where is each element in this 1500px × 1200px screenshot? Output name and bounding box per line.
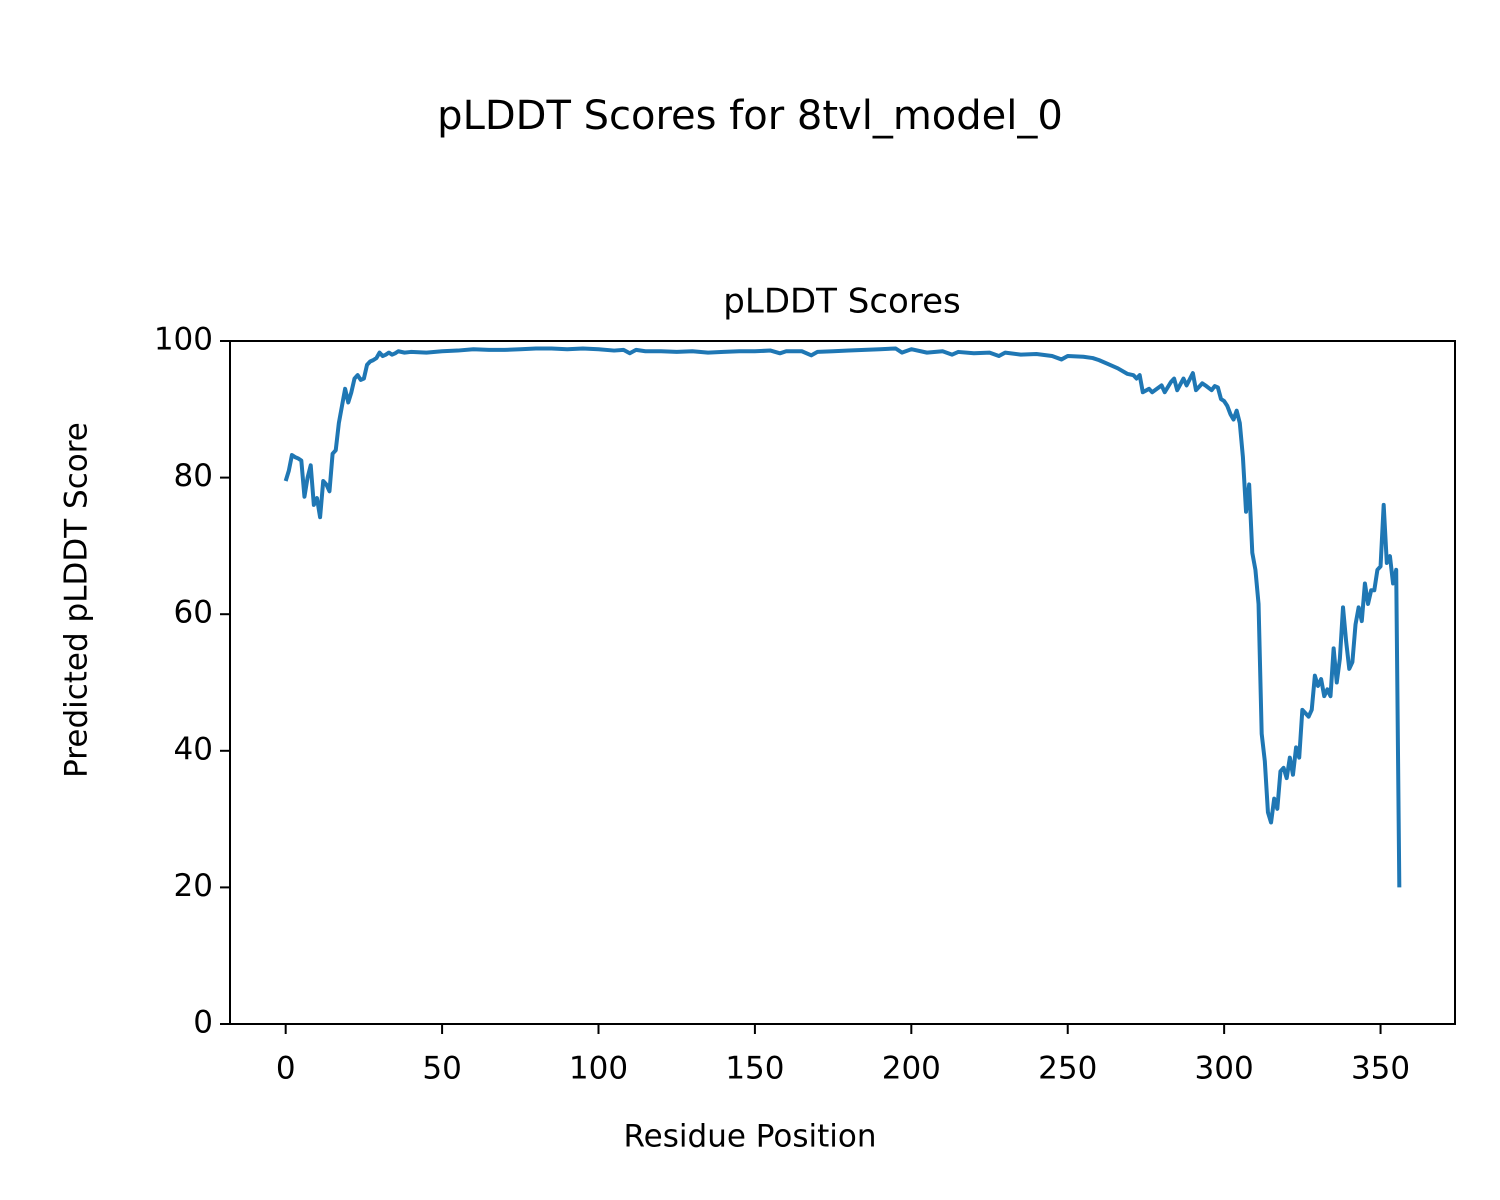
- x-tick-label: 0: [276, 1051, 296, 1087]
- y-tick-label: 60: [174, 595, 213, 631]
- y-tick-label: 20: [174, 868, 213, 904]
- chart-title: pLDDT Scores for 8tvl_model_0: [437, 93, 1063, 139]
- x-tick-label: 50: [422, 1051, 461, 1087]
- x-axis-label: Residue Position: [624, 1119, 877, 1155]
- line: [283, 346, 1402, 888]
- x-tick-label: 300: [1195, 1051, 1254, 1087]
- x-tick-label: 150: [725, 1051, 784, 1087]
- y-tick-label: 80: [174, 458, 213, 494]
- chart-subtitle: pLDDT Scores: [723, 282, 960, 322]
- plot-frame: [229, 340, 1456, 1025]
- y-tick-label: 40: [174, 731, 213, 767]
- x-tick-label: 200: [882, 1051, 941, 1087]
- x-tick-label: 350: [1351, 1051, 1410, 1087]
- y-tick-label: 0: [193, 1005, 213, 1041]
- x-tick-label: 250: [1038, 1051, 1097, 1087]
- x-tick-label: 100: [569, 1051, 628, 1087]
- y-axis-label: Predicted pLDDT Score: [59, 422, 95, 778]
- y-tick-label: 100: [154, 322, 213, 358]
